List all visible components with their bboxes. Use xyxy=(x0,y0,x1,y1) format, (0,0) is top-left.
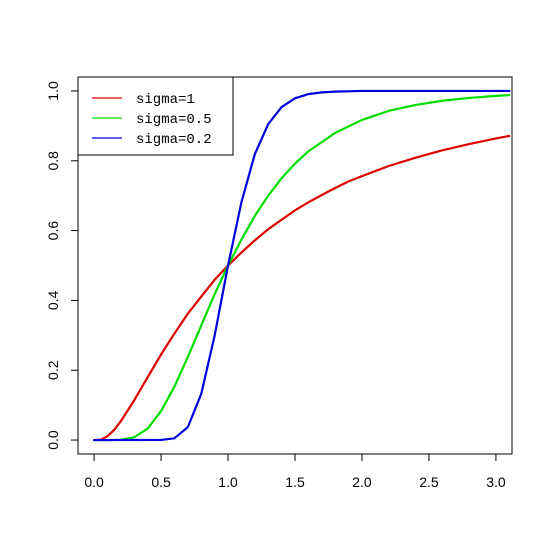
x-tick-label: 1.5 xyxy=(285,474,305,490)
legend-label-2: sigma=0.2 xyxy=(136,132,212,148)
series-line-0 xyxy=(92,134,511,442)
y-tick-label: 1.0 xyxy=(45,81,61,101)
y-tick-label: 0.2 xyxy=(45,360,61,380)
x-tick-label: 3.0 xyxy=(486,474,506,490)
x-tick-label: 1.0 xyxy=(218,474,238,490)
series-line-2 xyxy=(92,89,511,442)
legend-label-1: sigma=0.5 xyxy=(136,112,212,128)
x-tick-label: 0.5 xyxy=(151,474,171,490)
x-tick-label: 2.0 xyxy=(352,474,372,490)
x-tick-label: 0.0 xyxy=(84,474,104,490)
legend-label-0: sigma=1 xyxy=(136,92,195,108)
y-tick-label: 0.4 xyxy=(45,290,61,310)
y-tick-label: 0.0 xyxy=(45,430,61,450)
legend: sigma=1 sigma=0.5 sigma=0.2 xyxy=(77,76,234,156)
series-line-1 xyxy=(92,94,511,442)
y-tick-label: 0.6 xyxy=(45,221,61,241)
series-lines xyxy=(92,89,511,442)
x-tick-label: 2.5 xyxy=(419,474,439,490)
y-tick-label: 0.8 xyxy=(45,151,61,171)
x-axis: 0.0 0.5 1.0 1.5 2.0 2.5 3.0 xyxy=(84,454,506,490)
legend-box xyxy=(77,76,234,156)
y-axis: 0.0 0.2 0.4 0.6 0.8 1.0 xyxy=(45,81,78,450)
